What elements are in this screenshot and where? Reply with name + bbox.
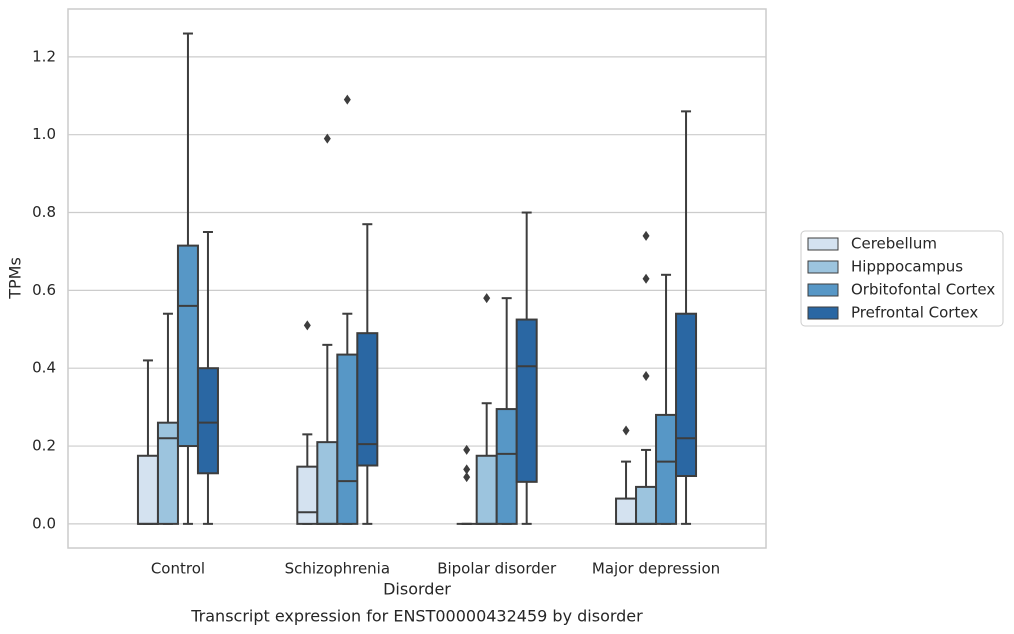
x-tick-label: Control [151,560,205,578]
outlier [303,320,311,331]
y-tick-label: 0.8 [32,203,56,221]
box [635,485,658,525]
outlier [323,133,331,144]
legend-swatch [807,237,839,251]
y-tick-label: 0.4 [32,359,56,377]
outlier [622,425,630,436]
box [196,367,219,475]
x-tick-label: Schizophrenia [285,560,390,578]
outlier [463,444,471,455]
legend-swatch [807,260,839,274]
outlier [483,293,491,304]
y-tick-label: 0.6 [32,281,56,299]
box [176,244,199,448]
legend [800,230,1004,327]
legend-swatch [807,283,839,297]
box [136,454,159,525]
legend-label: Prefrontal Cortex [851,304,978,322]
outlier [463,472,471,483]
outlier [642,273,650,284]
outlier [463,464,471,475]
chart-title: Transcript expression for ENST0000043245… [190,607,643,626]
y-tick-label: 0.2 [32,437,56,455]
plot-frame [67,8,767,549]
x-tick-label: Bipolar disorder [437,560,557,578]
x-axis-label: Disorder [383,580,451,599]
y-tick-label: 1.2 [32,47,56,65]
y-tick-label: 1.0 [32,125,56,143]
box [655,413,678,525]
box [356,332,379,467]
box [336,353,359,525]
outlier [642,230,650,241]
legend-swatch [807,306,839,320]
box [316,441,339,525]
box [296,465,319,525]
x-tick-label: Major depression [592,560,720,578]
y-axis-label: TPMs [6,257,25,300]
box [475,454,498,525]
legend-label: Cerebellum [851,235,937,253]
legend-label: Orbitofontal Cortex [851,281,995,299]
box [515,318,538,483]
box [156,421,179,525]
box [495,408,518,525]
legend-label: Hipppocampus [851,258,963,276]
outlier [343,94,351,105]
y-tick-label: 0.0 [32,514,56,532]
outlier [642,370,650,381]
box [615,497,638,525]
box [675,312,698,478]
